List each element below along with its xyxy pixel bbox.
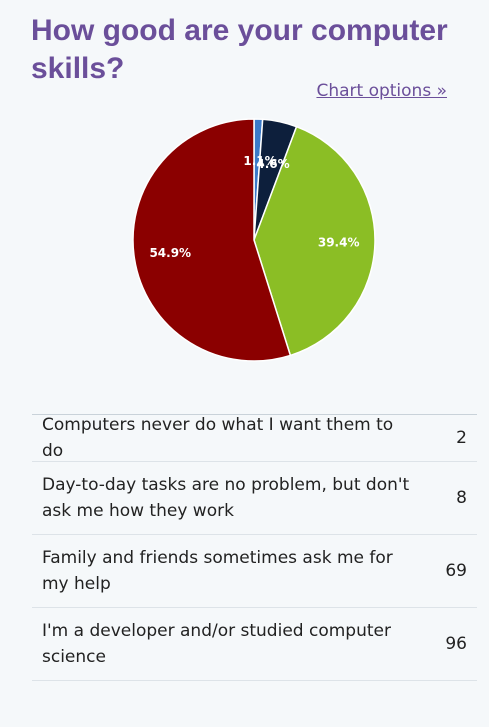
answer-label: Computers never do what I want them to d… [42, 415, 394, 461]
slice-percent-label: 4.6% [256, 157, 289, 171]
table-row: Day-to-day tasks are no problem, but don… [32, 462, 477, 535]
table-row: I'm a developer and/or studied computer … [32, 608, 477, 681]
answer-count: 69 [445, 561, 467, 581]
table-row: Family and friends sometimes ask me for … [32, 535, 477, 608]
pie-chart: 1.1%4.6% 39.4% 54.9% [132, 118, 376, 362]
answer-count: 2 [456, 428, 467, 448]
pie-slice[interactable] [253, 125, 376, 357]
slice-percent-label: 39.4% [318, 235, 360, 249]
pie-slice[interactable] [132, 118, 292, 362]
results-table: Computers never do what I want them to d… [32, 414, 477, 681]
poll-title: How good are your computer skills? [31, 14, 448, 85]
answer-count: 8 [456, 488, 467, 508]
answer-label: Day-to-day tasks are no problem, but don… [42, 475, 410, 521]
answer-label: I'm a developer and/or studied computer … [42, 621, 391, 667]
answer-label: Family and friends sometimes ask me for … [42, 548, 393, 594]
table-row: Computers never do what I want them to d… [32, 415, 477, 462]
chart-options-link[interactable]: Chart options » [316, 81, 447, 101]
slice-percent-label: 54.9% [149, 246, 191, 260]
slice-percent-label: 1.1% [243, 154, 276, 168]
answer-count: 96 [445, 634, 467, 654]
